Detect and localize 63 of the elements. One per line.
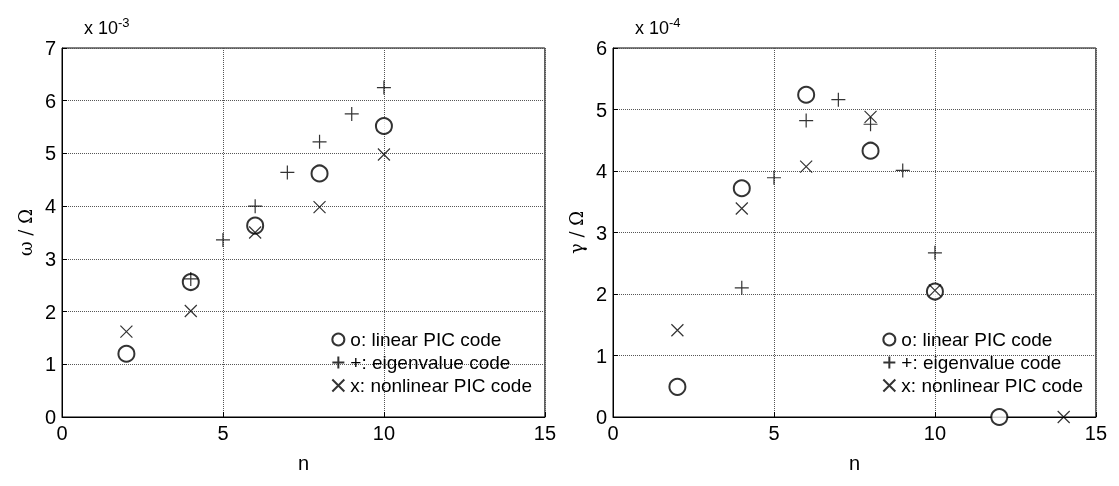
x-tick-label: 5 [768,422,780,444]
point [863,110,878,124]
point [799,160,813,174]
y-tick-label: 2 [44,300,57,323]
x-tick-label: 10 [372,422,396,444]
y-tick-label: 0 [595,406,608,428]
x-axis-title: n [297,452,310,474]
point [374,117,393,136]
point [344,106,360,122]
legend-label: o: linear PIC code [901,329,1053,350]
point [734,280,750,296]
point [310,164,329,183]
point [862,116,879,132]
point [766,170,782,186]
y-tick-label: 1 [44,353,57,376]
x-tick-label: 5 [217,422,229,444]
point [119,325,133,339]
y-axis-title: γ / Ω [565,210,587,255]
point [184,304,198,318]
y-tick-label: 1 [595,344,608,367]
y-tick-label: 2 [595,283,608,305]
point [670,323,684,337]
point [279,164,295,181]
y-tick-label: 6 [44,89,57,112]
y-tick-label: 0 [44,406,57,428]
point [830,92,846,108]
point [895,162,911,178]
x-tick-label: 15 [1084,422,1107,444]
point [215,232,231,248]
y-axis-title: ω / Ω [14,208,36,257]
x-tick-label: 10 [923,422,947,444]
x-tick-label: 15 [533,422,556,444]
point [798,112,814,129]
y-tick-label: 5 [44,142,57,165]
y-tick-label: 6 [595,37,608,59]
legend-label: +: eigenvalue code [901,352,1062,373]
y-tick-label: 3 [44,247,57,270]
point [1057,410,1071,424]
point [990,408,1009,426]
y-tick-label: 4 [44,195,57,218]
y-tick-label: 5 [595,98,608,121]
x-axis-title: n [848,452,861,474]
point [377,147,391,162]
point [732,179,751,198]
y-tick-label: 3 [595,221,608,244]
point [668,377,687,396]
legend-label: x: nonlinear PIC code [350,375,533,396]
point [248,225,262,240]
point [312,200,327,214]
point [861,141,880,160]
point [927,245,943,261]
legend-label: +: eigenvalue code [350,352,511,373]
point [247,198,263,214]
y-tick-label: 4 [595,160,608,182]
point [117,344,136,363]
point [311,134,328,150]
point [376,79,392,96]
point [183,271,199,287]
legend-label: x: nonlinear PIC code [901,375,1084,396]
point [735,201,749,216]
point [797,85,816,104]
legend-label: o: linear PIC code [350,329,502,350]
y-tick-label: 7 [44,37,57,59]
